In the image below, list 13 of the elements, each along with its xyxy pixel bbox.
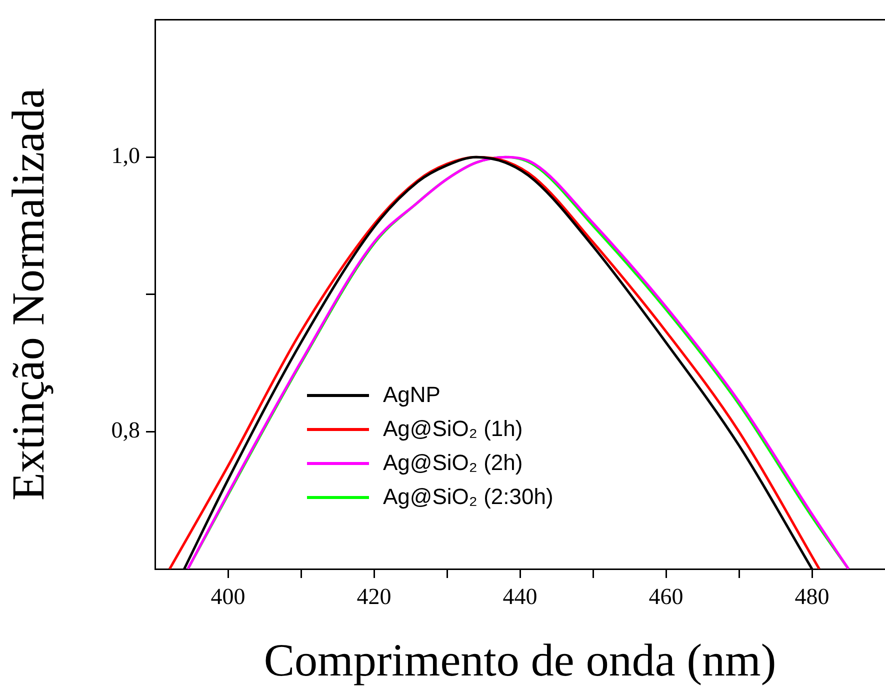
y-axis-title: Extinção Normalizada xyxy=(2,88,54,501)
x-tick-label: 440 xyxy=(502,584,538,609)
x-axis-title: Comprimento de onda (nm) xyxy=(264,634,776,686)
x-tick-label: 460 xyxy=(648,584,684,609)
x-tick-label: 420 xyxy=(356,584,392,609)
legend-label: Ag@SiO₂ (1h) xyxy=(383,416,523,442)
x-tick-label: 480 xyxy=(794,584,830,609)
x-tick-label: 400 xyxy=(210,584,246,609)
legend-label: Ag@SiO₂ (2h) xyxy=(383,450,523,476)
y-tick-label: 0,8 xyxy=(111,418,140,443)
legend-label: Ag@SiO₂ (2:30h) xyxy=(383,484,554,510)
y-tick-label: 1,0 xyxy=(111,143,140,168)
legend-label: AgNP xyxy=(383,382,440,408)
